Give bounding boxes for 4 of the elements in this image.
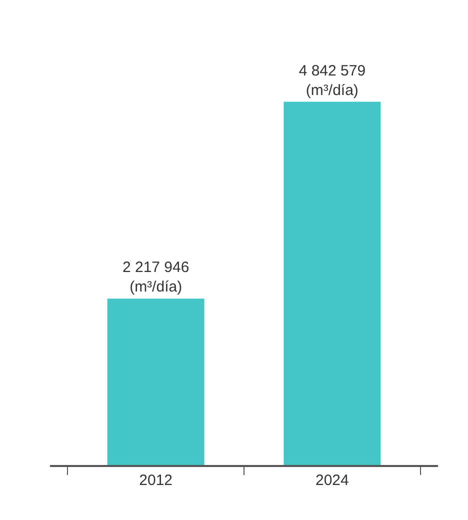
data-label: 4 842 579 (m³/día) <box>298 62 366 99</box>
x-tick-label: 2024 <box>315 472 349 489</box>
data-label: 2 217 946 (m³/día) <box>122 259 190 296</box>
x-tick-label: 2012 <box>139 472 173 489</box>
